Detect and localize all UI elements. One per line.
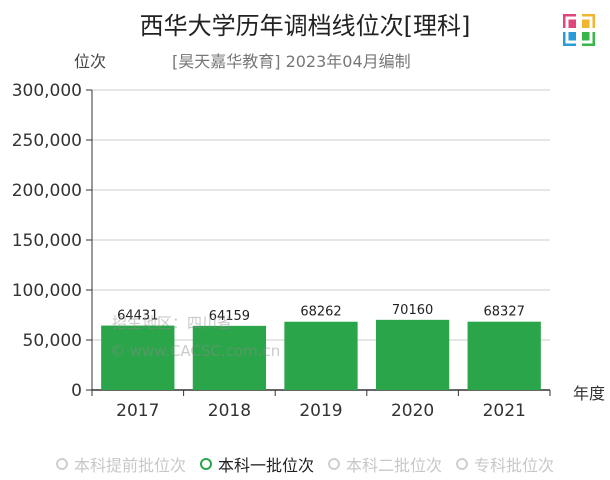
data-label: 68327 [484, 305, 525, 320]
data-label: 70160 [392, 303, 433, 318]
legend-item-second-batch[interactable]: 本科二批位次 [328, 452, 442, 476]
legend-label: 专科批位次 [474, 456, 555, 475]
x-tick-label: 2017 [116, 401, 159, 421]
x-tick-label: 2020 [391, 401, 434, 421]
data-label: 64159 [209, 309, 250, 324]
y-axis-title: 位次 [74, 52, 107, 71]
watermark-site: © www.CACSC.com.cn [110, 342, 281, 360]
watermark-region: 招生地区：四川省 [112, 314, 233, 332]
legend-label: 本科一批位次 [217, 456, 314, 475]
y-tick-label: 150,000 [12, 231, 82, 251]
chart-subtitle: [昊天嘉华教育] 2023年04月编制 [172, 52, 411, 71]
chart-title: 西华大学历年调档线位次[理科] [139, 12, 471, 40]
legend-item-early-batch[interactable]: 本科提前批位次 [55, 452, 186, 476]
legend-radio-icon [456, 458, 469, 470]
logo-grid-icon [563, 14, 595, 46]
legend: 本科提前批位次 本科一批位次 本科二批位次 专科批位次 [0, 452, 610, 476]
legend-radio-icon [199, 458, 212, 470]
legend-item-first-batch[interactable]: 本科一批位次 [199, 452, 314, 476]
y-tick-label: 300,000 [12, 81, 82, 101]
bar-2020 [375, 319, 450, 390]
y-tick-label: 50,000 [23, 331, 82, 351]
x-tick-label: 2019 [299, 401, 342, 421]
x-axis-unit: 年度 [573, 384, 606, 403]
data-label: 64431 [117, 309, 158, 324]
y-tick-label: 200,000 [12, 181, 82, 201]
x-tick-label: 2018 [208, 401, 251, 421]
legend-radio-icon [328, 458, 340, 470]
y-tick-label: 250,000 [12, 131, 82, 151]
legend-label: 本科二批位次 [346, 456, 443, 475]
data-label: 68262 [300, 305, 341, 320]
bar-2021 [467, 321, 541, 390]
bar-2017 [101, 325, 175, 390]
bar-2019 [284, 321, 358, 390]
legend-label: 本科提前批位次 [73, 456, 186, 475]
legend-radio-icon [55, 458, 68, 470]
y-tick-label: 0 [71, 381, 82, 401]
bar-chart: 0 50,000 100,000 150,000 200,000 250,000 300,0… [12, 81, 551, 421]
bar-2018 [192, 325, 267, 390]
legend-item-junior-college[interactable]: 专科批位次 [456, 452, 554, 476]
y-tick-label: 100,000 [12, 281, 82, 301]
x-tick-label: 2021 [483, 401, 526, 421]
